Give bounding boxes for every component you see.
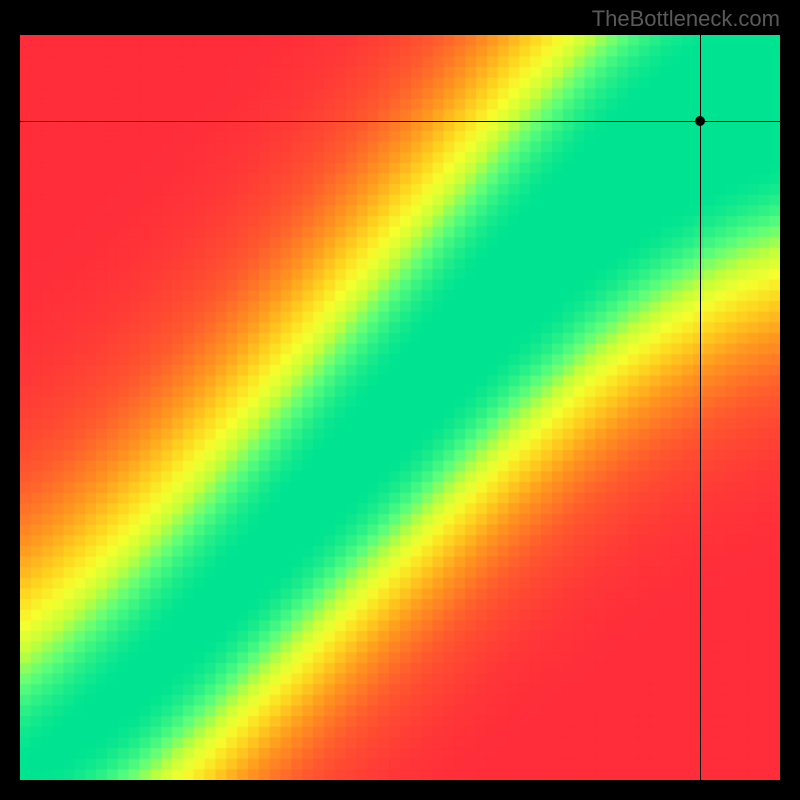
heatmap-plot <box>20 35 780 780</box>
target-marker <box>695 116 705 126</box>
heatmap-canvas <box>20 35 780 780</box>
watermark-text: TheBottleneck.com <box>592 6 780 32</box>
crosshair-vertical <box>700 35 701 780</box>
crosshair-horizontal <box>20 121 780 122</box>
